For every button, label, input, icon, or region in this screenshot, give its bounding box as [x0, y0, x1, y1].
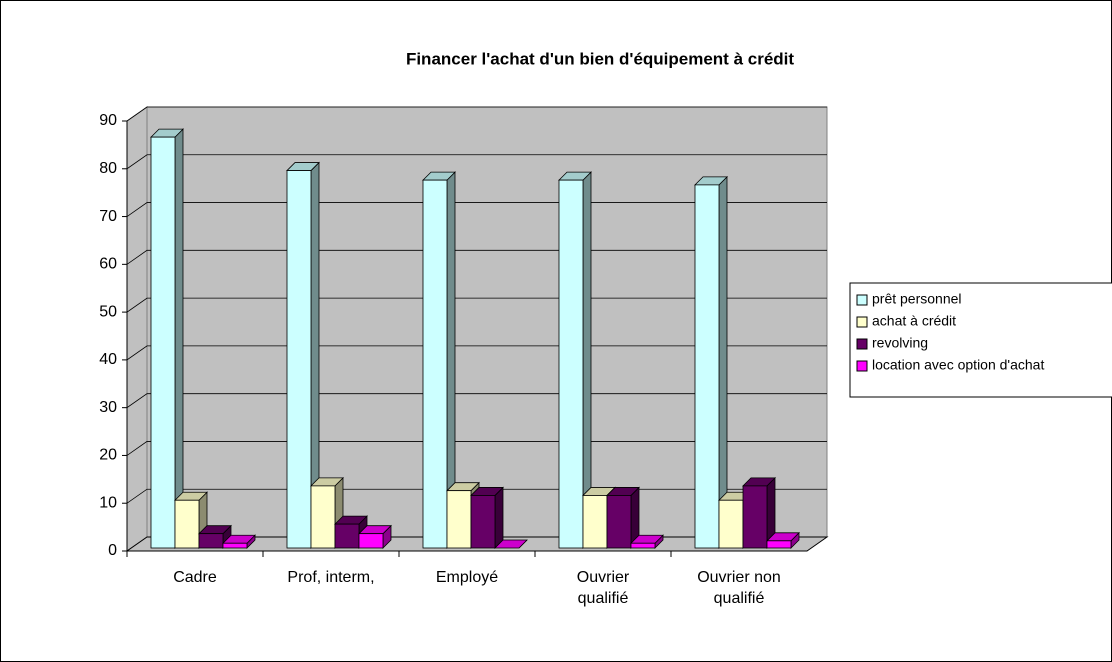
bar	[470, 495, 496, 549]
chart-title: Financer l'achat d'un bien d'équipement …	[406, 49, 794, 68]
bar-group	[470, 486, 504, 549]
legend-label: location avec option d'achat	[872, 357, 1044, 373]
bar-group	[150, 128, 184, 549]
bar	[150, 136, 176, 549]
bar	[286, 170, 312, 549]
grid-line	[126, 441, 827, 456]
legend-swatch	[856, 316, 868, 328]
bar-group	[606, 486, 640, 549]
bar	[310, 485, 336, 549]
bar	[422, 179, 448, 549]
legend-label: revolving	[872, 335, 928, 351]
grid-line	[126, 345, 827, 361]
bar-side	[174, 128, 184, 549]
bar	[694, 184, 720, 549]
bar	[606, 495, 632, 549]
x-tick-label: Employé	[435, 569, 499, 586]
grid-line	[126, 154, 827, 170]
grid-line	[126, 249, 827, 265]
x-tick-label: Cadre	[173, 569, 217, 586]
bar	[630, 542, 656, 549]
grid-line	[126, 297, 827, 313]
y-tick-label: 80	[99, 160, 117, 177]
bar-group	[494, 539, 528, 549]
legend-swatch	[856, 338, 868, 350]
legend-swatch	[856, 360, 868, 372]
bar-side	[718, 175, 728, 549]
bar-group	[766, 531, 800, 549]
bar-group	[742, 476, 776, 549]
x-tick-label: Prof, interm,	[287, 569, 375, 586]
y-tick-label: 40	[99, 351, 117, 368]
y-tick-label: 30	[99, 399, 117, 416]
bar-group	[222, 534, 256, 549]
grid-line	[126, 106, 827, 122]
bar	[222, 542, 248, 549]
bar-group	[558, 171, 592, 549]
bar	[558, 179, 584, 549]
bar-group	[630, 534, 664, 549]
legend-box	[849, 282, 1112, 398]
bar	[446, 490, 472, 549]
bar	[766, 540, 792, 549]
grid-line	[126, 393, 827, 408]
grid-line	[126, 202, 827, 217]
x-tick-label: Ouvrier non qualifié	[697, 569, 781, 607]
bar-group	[358, 524, 392, 549]
y-tick-label: 10	[99, 494, 117, 511]
bar-group	[334, 515, 368, 549]
bar-side	[494, 486, 504, 549]
legend-label: achat à crédit	[872, 313, 956, 329]
bar	[334, 523, 360, 549]
bar	[174, 499, 200, 549]
bar-group	[174, 491, 208, 549]
y-tick-label: 60	[99, 256, 117, 273]
bar-group	[694, 175, 728, 549]
legend-swatch	[856, 294, 868, 306]
y-tick-label: 0	[108, 542, 117, 559]
y-tick-label: 20	[99, 447, 117, 464]
y-tick-label: 70	[99, 208, 117, 225]
bar-top	[494, 539, 528, 549]
x-tick-label: Ouvrier qualifié	[576, 569, 630, 607]
bar	[718, 499, 744, 549]
side-wall	[126, 106, 148, 552]
bar	[198, 533, 224, 549]
bar-group	[286, 161, 320, 549]
bar	[582, 495, 608, 549]
y-tick-label: 50	[99, 303, 117, 320]
y-tick-label: 90	[99, 112, 117, 129]
bar	[358, 533, 384, 549]
bar	[742, 485, 768, 549]
legend-label: prêt personnel	[872, 291, 962, 307]
bar-group	[422, 171, 456, 549]
